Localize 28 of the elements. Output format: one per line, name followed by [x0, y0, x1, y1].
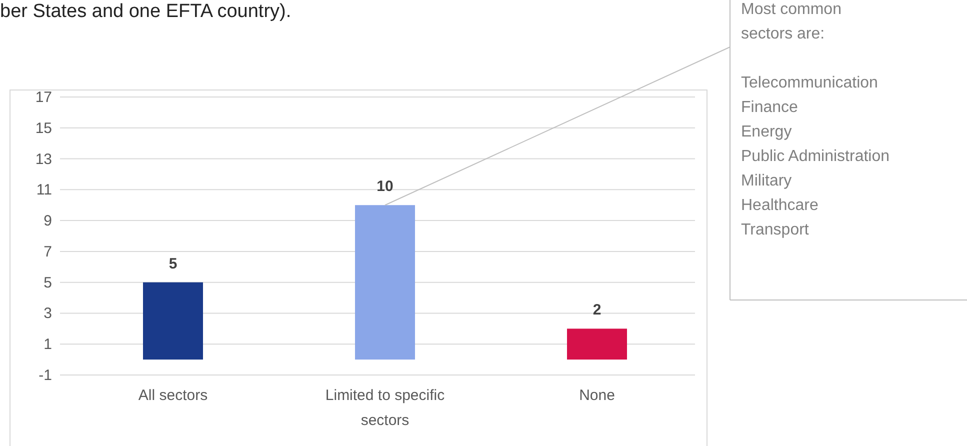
- data-label: 2: [592, 302, 602, 319]
- y-tick-label: 11: [36, 182, 52, 199]
- y-tick-label: 1: [44, 336, 52, 354]
- x-tick-label: None: [579, 387, 615, 404]
- x-tick-label: Limited to specific sectors: [325, 387, 446, 429]
- text: Transport: [741, 222, 810, 238]
- y-tick-label: 5: [44, 274, 52, 292]
- y-tick-label: 3: [44, 305, 52, 322]
- text: Telecommunication: [741, 74, 878, 92]
- y-tick-label: 7: [44, 243, 52, 260]
- text: Military: [741, 172, 792, 190]
- data-label: 5: [168, 255, 178, 272]
- text: Public Administration: [741, 148, 890, 165]
- text: Energy: [741, 124, 792, 140]
- y-tick-label: 15: [35, 120, 52, 137]
- y-tick-label: 13: [35, 150, 52, 168]
- bar: [143, 282, 203, 360]
- data-label: 10: [376, 178, 394, 196]
- text: Healthcare: [741, 197, 818, 214]
- y-tick-label: -1: [38, 367, 52, 384]
- y-tick-label: 9: [44, 212, 52, 230]
- bar: [567, 328, 627, 360]
- annotation: Most common sectors are:: [741, 1, 842, 42]
- text: Finance: [741, 99, 798, 116]
- bar: [355, 205, 415, 360]
- x-tick-label: All sectors: [138, 387, 208, 404]
- y-tick-label: 17: [35, 89, 52, 106]
- text: ber States and one EFTA country).: [0, 1, 292, 22]
